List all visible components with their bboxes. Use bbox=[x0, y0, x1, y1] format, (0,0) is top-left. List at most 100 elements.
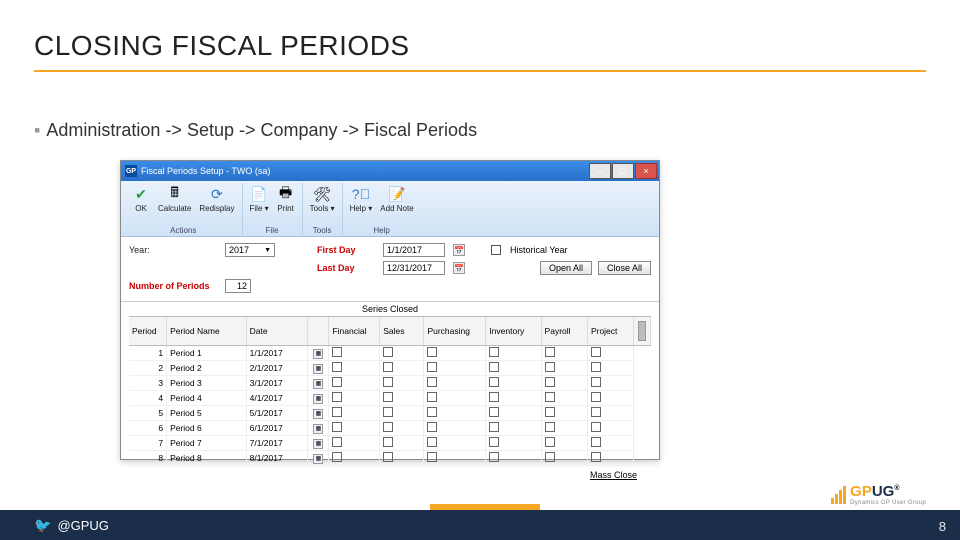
year-select[interactable]: 2017 ▼ bbox=[225, 243, 275, 257]
title-underline bbox=[34, 70, 926, 72]
calendar-icon[interactable]: 📅 bbox=[453, 244, 465, 256]
historical-checkbox[interactable] bbox=[491, 245, 501, 255]
sales-checkbox[interactable] bbox=[383, 362, 393, 372]
sales-checkbox[interactable] bbox=[383, 347, 393, 357]
financial-checkbox[interactable] bbox=[332, 377, 342, 387]
calculate-button[interactable]: 🖩 Calculate bbox=[155, 183, 194, 215]
close-all-button[interactable]: Close All bbox=[598, 261, 651, 275]
calendar-icon[interactable]: ▦ bbox=[313, 364, 323, 374]
table-row[interactable]: 5Period 55/1/2017▦ bbox=[129, 406, 651, 421]
num-periods-input[interactable]: 12 bbox=[225, 279, 251, 293]
redisplay-button[interactable]: ⟳ Redisplay bbox=[196, 183, 237, 215]
maximize-button[interactable]: □ bbox=[612, 163, 634, 179]
calendar-icon[interactable]: ▦ bbox=[313, 439, 323, 449]
table-row[interactable]: 4Period 44/1/2017▦ bbox=[129, 391, 651, 406]
financial-checkbox[interactable] bbox=[332, 362, 342, 372]
project-checkbox[interactable] bbox=[591, 407, 601, 417]
payroll-checkbox[interactable] bbox=[545, 392, 555, 402]
calendar-icon[interactable]: ▦ bbox=[313, 454, 323, 464]
payroll-checkbox[interactable] bbox=[545, 422, 555, 432]
financial-checkbox[interactable] bbox=[332, 347, 342, 357]
minimize-button[interactable]: – bbox=[589, 163, 611, 179]
inventory-checkbox[interactable] bbox=[489, 437, 499, 447]
mass-close-link[interactable]: Mass Close bbox=[590, 470, 637, 480]
titlebar[interactable]: GP Fiscal Periods Setup - TWO (sa) – □ × bbox=[121, 161, 659, 181]
financial-checkbox[interactable] bbox=[332, 422, 342, 432]
col-period: Period bbox=[129, 317, 167, 346]
financial-checkbox[interactable] bbox=[332, 407, 342, 417]
ribbon-group-label: Tools bbox=[313, 226, 332, 235]
payroll-checkbox[interactable] bbox=[545, 362, 555, 372]
project-checkbox[interactable] bbox=[591, 377, 601, 387]
financial-checkbox[interactable] bbox=[332, 392, 342, 402]
inventory-checkbox[interactable] bbox=[489, 452, 499, 462]
project-checkbox[interactable] bbox=[591, 392, 601, 402]
sales-checkbox[interactable] bbox=[383, 392, 393, 402]
project-checkbox[interactable] bbox=[591, 362, 601, 372]
project-checkbox[interactable] bbox=[591, 437, 601, 447]
table-row[interactable]: 3Period 33/1/2017▦ bbox=[129, 376, 651, 391]
inventory-checkbox[interactable] bbox=[489, 347, 499, 357]
purchasing-checkbox[interactable] bbox=[427, 437, 437, 447]
project-checkbox[interactable] bbox=[591, 422, 601, 432]
inventory-checkbox[interactable] bbox=[489, 362, 499, 372]
calendar-icon[interactable]: 📅 bbox=[453, 262, 465, 274]
purchasing-checkbox[interactable] bbox=[427, 452, 437, 462]
table-row[interactable]: 7Period 77/1/2017▦ bbox=[129, 436, 651, 451]
scrollbar[interactable] bbox=[634, 317, 651, 346]
open-all-button[interactable]: Open All bbox=[540, 261, 592, 275]
payroll-checkbox[interactable] bbox=[545, 452, 555, 462]
file-button[interactable]: 📄 File ▾ bbox=[247, 183, 272, 215]
note-icon: 📝 bbox=[388, 185, 406, 203]
project-checkbox[interactable] bbox=[591, 347, 601, 357]
purchasing-checkbox[interactable] bbox=[427, 377, 437, 387]
ribbon-group-label: Actions bbox=[170, 226, 196, 235]
payroll-checkbox[interactable] bbox=[545, 377, 555, 387]
calendar-icon[interactable]: ▦ bbox=[313, 349, 323, 359]
sales-checkbox[interactable] bbox=[383, 452, 393, 462]
last-day-input[interactable]: 12/31/2017 bbox=[383, 261, 445, 275]
payroll-checkbox[interactable] bbox=[545, 347, 555, 357]
purchasing-checkbox[interactable] bbox=[427, 407, 437, 417]
sales-checkbox[interactable] bbox=[383, 407, 393, 417]
inventory-checkbox[interactable] bbox=[489, 377, 499, 387]
purchasing-checkbox[interactable] bbox=[427, 392, 437, 402]
footer-bar bbox=[0, 510, 960, 540]
first-day-input[interactable]: 1/1/2017 bbox=[383, 243, 445, 257]
payroll-checkbox[interactable] bbox=[545, 437, 555, 447]
help-icon: ?⃝ bbox=[352, 185, 370, 203]
col-payroll: Payroll bbox=[541, 317, 587, 346]
tools-button[interactable]: 🛠 Tools ▾ bbox=[307, 183, 338, 215]
slide-title: CLOSING FISCAL PERIODS bbox=[34, 30, 410, 62]
project-checkbox[interactable] bbox=[591, 452, 601, 462]
sales-checkbox[interactable] bbox=[383, 377, 393, 387]
ribbon-group-label: Help bbox=[373, 226, 389, 235]
purchasing-checkbox[interactable] bbox=[427, 422, 437, 432]
col-sales: Sales bbox=[380, 317, 424, 346]
purchasing-checkbox[interactable] bbox=[427, 362, 437, 372]
table-row[interactable]: 6Period 66/1/2017▦ bbox=[129, 421, 651, 436]
financial-checkbox[interactable] bbox=[332, 437, 342, 447]
inventory-checkbox[interactable] bbox=[489, 407, 499, 417]
print-button[interactable]: 🖶 Print bbox=[274, 183, 298, 215]
close-button[interactable]: × bbox=[635, 163, 657, 179]
financial-checkbox[interactable] bbox=[332, 452, 342, 462]
calendar-icon[interactable]: ▦ bbox=[313, 379, 323, 389]
table-row[interactable]: 8Period 88/1/2017▦ bbox=[129, 451, 651, 466]
page-number: 8 bbox=[939, 519, 946, 534]
calendar-icon[interactable]: ▦ bbox=[313, 424, 323, 434]
calendar-icon[interactable]: ▦ bbox=[313, 394, 323, 404]
calendar-icon[interactable]: ▦ bbox=[313, 409, 323, 419]
ok-button[interactable]: ✔ OK bbox=[129, 183, 153, 215]
sales-checkbox[interactable] bbox=[383, 437, 393, 447]
inventory-checkbox[interactable] bbox=[489, 392, 499, 402]
table-row[interactable]: 1Period 11/1/2017▦ bbox=[129, 346, 651, 361]
add-note-button[interactable]: 📝 Add Note bbox=[377, 183, 416, 215]
purchasing-checkbox[interactable] bbox=[427, 347, 437, 357]
inventory-checkbox[interactable] bbox=[489, 422, 499, 432]
sales-checkbox[interactable] bbox=[383, 422, 393, 432]
chevron-down-icon: ▼ bbox=[264, 247, 271, 254]
help-button[interactable]: ?⃝ Help ▾ bbox=[347, 183, 376, 215]
payroll-checkbox[interactable] bbox=[545, 407, 555, 417]
table-row[interactable]: 2Period 22/1/2017▦ bbox=[129, 361, 651, 376]
